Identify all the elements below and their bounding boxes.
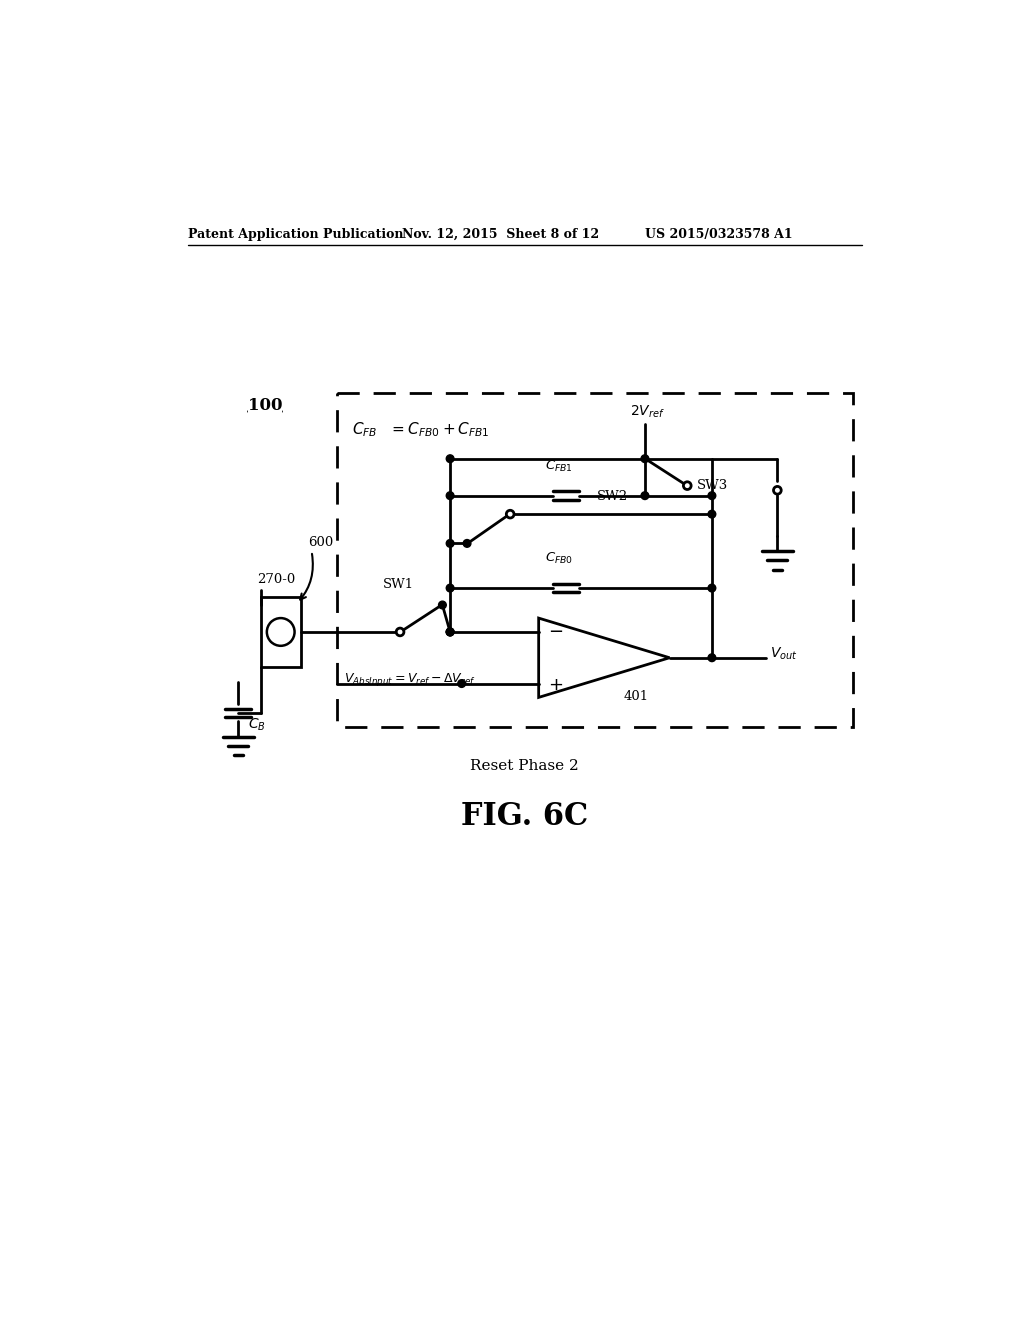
Text: 600: 600: [307, 536, 333, 549]
Text: $+$: $+$: [548, 676, 563, 694]
Circle shape: [773, 486, 781, 494]
Text: 100: 100: [248, 397, 282, 414]
Text: FIG. 6C: FIG. 6C: [461, 801, 589, 833]
Circle shape: [396, 628, 403, 636]
Text: Nov. 12, 2015  Sheet 8 of 12: Nov. 12, 2015 Sheet 8 of 12: [401, 227, 599, 240]
Text: SW1: SW1: [383, 578, 415, 591]
Circle shape: [446, 455, 454, 462]
Circle shape: [463, 540, 471, 548]
Text: $= C_{FB0} + C_{FB1}$: $= C_{FB0} + C_{FB1}$: [388, 420, 489, 438]
Text: Reset Phase 2: Reset Phase 2: [470, 759, 580, 774]
Circle shape: [506, 511, 514, 517]
Text: Patent Application Publication: Patent Application Publication: [188, 227, 403, 240]
Text: $C_{FB1}$: $C_{FB1}$: [545, 459, 572, 474]
Circle shape: [708, 585, 716, 591]
Text: 401: 401: [624, 689, 648, 702]
Circle shape: [683, 482, 691, 490]
Circle shape: [641, 455, 649, 462]
Text: 270-0: 270-0: [257, 573, 295, 586]
Text: $2V_{ref}$: $2V_{ref}$: [630, 404, 665, 420]
Text: $-$: $-$: [548, 622, 563, 639]
Text: $C_B$: $C_B$: [248, 717, 265, 733]
Circle shape: [708, 653, 716, 661]
Text: SW3: SW3: [696, 479, 728, 492]
Circle shape: [446, 492, 454, 499]
Circle shape: [446, 540, 454, 548]
Text: $C_{FB}$: $C_{FB}$: [352, 420, 378, 438]
Circle shape: [438, 601, 446, 609]
Text: $V_{AbsInput} = V_{ref} - \Delta V_{ref}$: $V_{AbsInput} = V_{ref} - \Delta V_{ref}…: [344, 671, 475, 688]
Circle shape: [708, 511, 716, 517]
Circle shape: [267, 618, 295, 645]
Text: $C_{FB0}$: $C_{FB0}$: [545, 552, 573, 566]
Circle shape: [446, 628, 454, 636]
Circle shape: [458, 680, 466, 688]
Circle shape: [641, 492, 649, 499]
Text: $V_{out}$: $V_{out}$: [770, 645, 798, 663]
Text: SW2: SW2: [596, 490, 628, 503]
Text: US 2015/0323578 A1: US 2015/0323578 A1: [645, 227, 793, 240]
Circle shape: [708, 492, 716, 499]
Circle shape: [446, 628, 454, 636]
Circle shape: [446, 628, 454, 636]
Circle shape: [446, 585, 454, 591]
Bar: [261, 597, 301, 667]
